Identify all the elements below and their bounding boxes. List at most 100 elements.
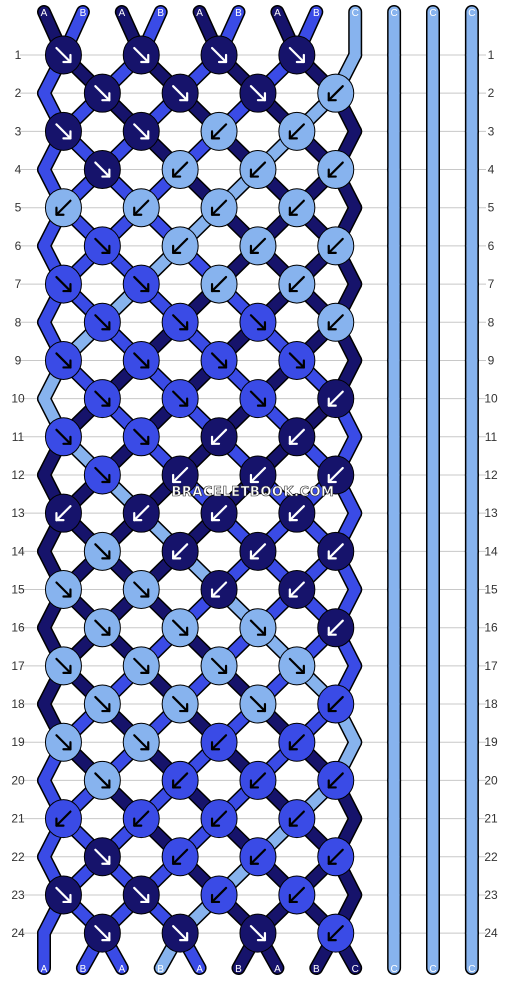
row-label-right: 5	[488, 201, 495, 215]
top-strand-label: A	[274, 8, 281, 19]
arrow-down-right-icon	[94, 314, 111, 331]
top-strand-label: A	[196, 8, 203, 19]
knot	[122, 875, 160, 915]
knot	[122, 570, 160, 610]
knot	[317, 684, 355, 724]
row-label-right: 17	[484, 659, 498, 673]
row-label-left: 21	[11, 812, 25, 826]
knot	[200, 340, 238, 380]
arrow-down-left-icon	[327, 619, 344, 636]
arrow-down-right-icon	[55, 886, 72, 904]
row-label-right: 23	[484, 888, 498, 902]
row-label-left: 4	[15, 163, 22, 177]
arrow-down-right-icon	[55, 352, 72, 369]
arrow-down-right-icon	[94, 161, 111, 178]
knot	[44, 799, 82, 839]
arrow-down-left-icon	[210, 505, 228, 522]
arrow-down-left-icon	[327, 237, 344, 254]
arrow-down-right-icon	[55, 428, 72, 445]
arrow-down-left-icon	[210, 275, 228, 293]
arrow-down-right-icon	[249, 925, 267, 942]
row-label-left: 23	[11, 888, 25, 902]
row-label-left: 5	[15, 201, 22, 215]
knot	[122, 340, 160, 380]
arrow-down-left-icon	[172, 466, 189, 484]
top-strand-label: C	[468, 8, 475, 19]
arrow-down-left-icon	[172, 237, 189, 254]
arrow-down-right-icon	[94, 925, 111, 942]
bottom-strand-label: B	[80, 964, 87, 975]
knot	[161, 73, 199, 113]
arrow-down-right-icon	[133, 123, 150, 140]
knot	[317, 73, 355, 113]
knot	[278, 570, 316, 610]
row-label-left: 2	[15, 86, 22, 100]
arrow-down-right-icon	[288, 657, 305, 674]
knot	[200, 646, 238, 686]
row-label-left: 22	[11, 850, 25, 864]
arrow-down-left-icon	[327, 85, 344, 102]
bottom-strand-label: C	[468, 964, 475, 975]
row-label-right: 18	[484, 697, 498, 711]
row-label-left: 13	[11, 506, 25, 520]
bottom-strand-label: C	[352, 964, 359, 975]
row-label-right: 15	[484, 583, 498, 597]
arrow-down-left-icon	[327, 466, 344, 484]
row-label-right: 24	[484, 926, 498, 940]
row-label-right: 14	[484, 544, 498, 558]
knot	[239, 760, 277, 800]
arrow-down-left-icon	[249, 161, 267, 178]
arrow-down-right-icon	[172, 85, 189, 102]
knot	[44, 646, 82, 686]
bottom-strand-label: A	[196, 964, 203, 975]
knot	[239, 531, 277, 571]
row-label-left: 10	[11, 392, 25, 406]
row-label-left: 3	[15, 124, 22, 138]
row-label-left: 11	[12, 430, 25, 444]
knots	[44, 35, 355, 953]
arrow-down-left-icon	[327, 848, 344, 865]
knot	[239, 302, 277, 342]
arrow-down-left-icon	[327, 925, 344, 942]
arrow-down-right-icon	[172, 695, 189, 713]
arrow-down-right-icon	[94, 695, 111, 713]
knot	[161, 379, 199, 419]
arrow-down-left-icon	[133, 505, 150, 522]
knot	[317, 913, 355, 953]
bottom-strand-label: B	[313, 964, 320, 975]
arrow-down-left-icon	[288, 581, 305, 598]
bottom-strand-label: A	[274, 964, 281, 975]
knot	[161, 531, 199, 571]
arrow-down-left-icon	[288, 275, 305, 293]
arrow-down-right-icon	[94, 466, 111, 484]
knot	[83, 379, 121, 419]
knot	[83, 531, 121, 571]
row-label-left: 17	[11, 659, 25, 673]
knot	[83, 684, 121, 724]
top-strand-label: C	[352, 8, 359, 19]
arrow-down-left-icon	[249, 543, 267, 560]
arrow-down-left-icon	[249, 772, 267, 789]
arrow-down-left-icon	[210, 581, 228, 598]
knot	[44, 264, 82, 304]
row-label-right: 7	[488, 277, 495, 291]
row-label-left: 7	[15, 277, 22, 291]
arrow-down-right-icon	[172, 314, 189, 331]
row-label-left: 14	[11, 544, 25, 558]
top-strand-label: B	[313, 8, 320, 19]
arrow-down-right-icon	[210, 657, 228, 674]
knot	[317, 608, 355, 648]
knot	[200, 417, 238, 457]
arrow-down-right-icon	[55, 657, 72, 674]
arrow-down-right-icon	[172, 925, 189, 942]
knot	[122, 722, 160, 762]
arrow-down-right-icon	[55, 275, 72, 293]
arrow-down-right-icon	[94, 85, 111, 102]
knot	[122, 35, 160, 75]
knot	[83, 455, 121, 495]
knot	[44, 188, 82, 228]
knot	[44, 722, 82, 762]
knot	[44, 570, 82, 610]
arrow-down-left-icon	[172, 848, 189, 865]
